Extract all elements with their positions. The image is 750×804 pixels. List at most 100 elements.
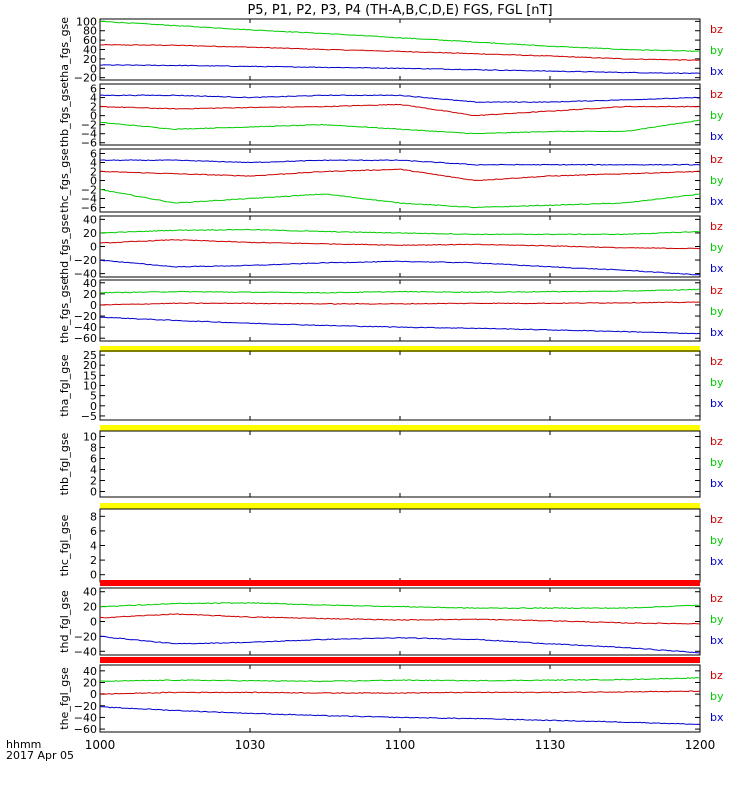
series-line-bx bbox=[100, 64, 701, 75]
series-line-bz bbox=[99, 43, 701, 61]
panel-8: 8 6 42 0 thc_fgl_gse bz by bx bbox=[58, 508, 724, 586]
series-line-bx bbox=[100, 635, 700, 654]
series-line-bx bbox=[99, 159, 701, 166]
y-tick-label: 20 bbox=[83, 227, 97, 240]
y-tick-label: −4 bbox=[81, 193, 97, 206]
y-tick-label: 80 bbox=[83, 25, 97, 38]
legend-bz: bz bbox=[710, 220, 723, 233]
legend-bx: bx bbox=[710, 195, 724, 208]
date-label: 2017 Apr 05 bbox=[6, 749, 74, 762]
y-tick-label: 6 bbox=[90, 525, 97, 538]
y-tick-label: 4 bbox=[90, 464, 97, 477]
y-tick-label: −20 bbox=[74, 700, 97, 713]
legend-bz: bz bbox=[710, 88, 723, 101]
series-line-by bbox=[99, 119, 701, 135]
y-tick-label: 0 bbox=[90, 569, 97, 582]
y-tick-label: −60 bbox=[74, 723, 97, 736]
y-tick-label: 0 bbox=[90, 110, 97, 123]
y-tick-label: −60 bbox=[74, 332, 97, 345]
y-tick-label: 40 bbox=[83, 213, 97, 226]
y-tick-label: 0 bbox=[90, 241, 97, 254]
y-tick-label: −40 bbox=[74, 711, 97, 724]
y-tick-label: 0 bbox=[90, 62, 97, 75]
panel-ylabel: the_fgl_gse bbox=[58, 667, 71, 730]
legend-by: by bbox=[710, 690, 724, 703]
y-tick-label: 10 bbox=[83, 431, 97, 444]
panel-ylabel: the_fgs_gse bbox=[58, 278, 71, 343]
y-tick-label: 100 bbox=[76, 15, 97, 28]
y-tick-label: 20 bbox=[83, 288, 97, 301]
legend-by: by bbox=[710, 109, 724, 122]
series-line-bz bbox=[99, 103, 701, 117]
y-tick-label: −5 bbox=[81, 410, 97, 423]
legend-bx: bx bbox=[710, 634, 724, 647]
panel-frame bbox=[99, 430, 701, 498]
legend-by: by bbox=[710, 456, 724, 469]
series-line-by bbox=[99, 288, 701, 294]
legend-by: by bbox=[710, 305, 724, 318]
y-tick-label: 40 bbox=[83, 44, 97, 57]
legend-bx: bx bbox=[710, 477, 724, 490]
time-unit-label: hhmm bbox=[6, 738, 41, 751]
panel-frame bbox=[99, 350, 701, 421]
y-tick-label: 0 bbox=[90, 688, 97, 701]
panel-frame bbox=[99, 279, 701, 342]
y-tick-label: −20 bbox=[74, 310, 97, 323]
panel-ylabel: thc_fgs_gse bbox=[58, 148, 71, 213]
y-tick-label: −20 bbox=[74, 630, 97, 643]
legend-bz: bz bbox=[710, 513, 723, 526]
y-tick-label: −6 bbox=[81, 202, 97, 215]
legend-by: by bbox=[710, 174, 724, 187]
y-tick-label: 60 bbox=[83, 34, 97, 47]
legend-by: by bbox=[710, 376, 724, 389]
y-tick-label: 40 bbox=[83, 665, 97, 678]
legend-by: by bbox=[710, 613, 724, 626]
legend-bx: bx bbox=[710, 65, 724, 78]
series-line-bz bbox=[99, 301, 701, 306]
y-tick-label: −20 bbox=[74, 72, 97, 85]
series-line-bx bbox=[99, 316, 700, 335]
panel-frame bbox=[99, 215, 701, 278]
y-tick-label: 8 bbox=[90, 510, 97, 523]
legend-bz: bz bbox=[710, 23, 723, 36]
y-tick-label: 6 bbox=[90, 148, 97, 161]
series-line-bx bbox=[99, 94, 701, 103]
x-tick-label: 1030 bbox=[235, 738, 266, 752]
x-tick-label: 1000 bbox=[85, 738, 116, 752]
legend-bx: bx bbox=[710, 397, 724, 410]
panel-ylabel: tha_fgs_gse bbox=[58, 17, 71, 82]
y-tick-label: −40 bbox=[74, 321, 97, 334]
y-tick-label: 6 bbox=[90, 453, 97, 466]
y-tick-label: 8 bbox=[90, 442, 97, 455]
legend-bz: bz bbox=[710, 284, 723, 297]
y-tick-label: 0 bbox=[90, 400, 97, 413]
legend-bx: bx bbox=[710, 711, 724, 724]
flag-bar-red bbox=[100, 580, 700, 586]
y-tick-label: 20 bbox=[83, 676, 97, 689]
y-tick-label: −4 bbox=[81, 128, 97, 141]
figure-title: P5, P1, P2, P3, P4 (TH-A,B,C,D,E) FGS, F… bbox=[247, 3, 552, 18]
series-line-bx bbox=[99, 259, 701, 276]
series-line-bz bbox=[99, 239, 701, 250]
panel-frame bbox=[99, 508, 701, 583]
legend-bz: bz bbox=[710, 153, 723, 166]
panel-frame bbox=[99, 83, 701, 146]
y-tick-label: −40 bbox=[74, 268, 97, 281]
panel-frame bbox=[99, 587, 701, 656]
flag-bar-yellow bbox=[100, 425, 700, 431]
series-line-by bbox=[99, 228, 701, 236]
y-tick-label: 2 bbox=[90, 475, 97, 488]
x-tick-label: 1200 bbox=[685, 738, 716, 752]
legend-bx: bx bbox=[710, 262, 724, 275]
y-tick-label: 20 bbox=[83, 53, 97, 66]
y-tick-label: 10 bbox=[83, 380, 97, 393]
legend-bz: bz bbox=[710, 435, 723, 448]
y-tick-label: 20 bbox=[83, 601, 97, 614]
panel-ylabel: thb_fgs_gse bbox=[58, 82, 71, 148]
